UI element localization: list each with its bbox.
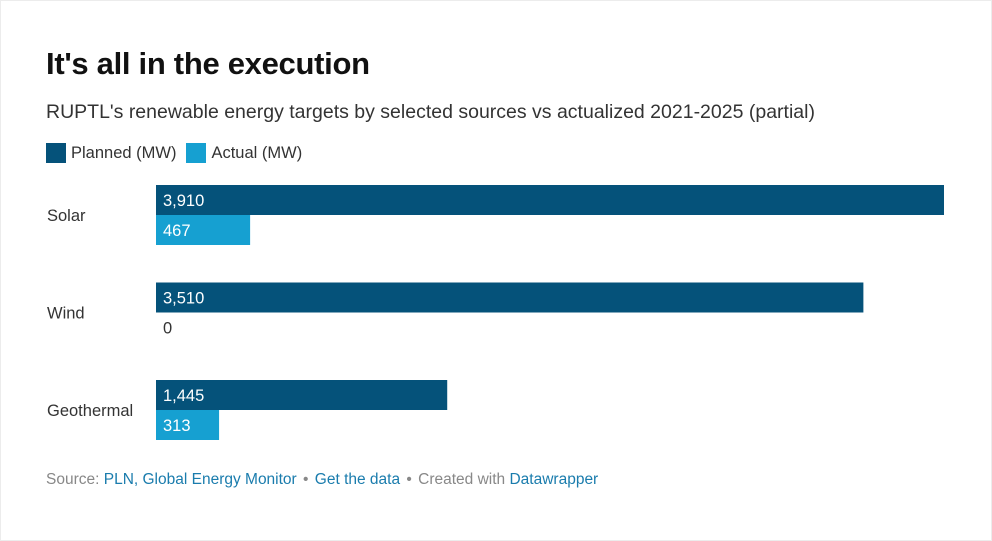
category-label-wind: Wind [47, 305, 85, 323]
chart-subtitle: RUPTL's renewable energy targets by sele… [46, 101, 815, 123]
legend-item-actual: Actual (MW) [186, 143, 302, 163]
get-data-link[interactable]: Get the data [314, 471, 401, 488]
value-label-wind-planned: 3,510 [163, 290, 204, 308]
legend-item-planned: Planned (MW) [46, 143, 176, 163]
bar-solar-actual [156, 215, 251, 245]
bar-solar-planned [156, 185, 944, 215]
footer-separator-1: • [303, 471, 309, 488]
source-prefix: Source: [46, 471, 100, 488]
datawrapper-link[interactable]: Datawrapper [509, 471, 599, 488]
source-link[interactable]: PLN, Global Energy Monitor [103, 471, 297, 488]
value-label-geothermal-planned: 1,445 [163, 387, 204, 405]
value-label-geothermal-actual: 313 [163, 417, 191, 435]
value-label-solar-planned: 3,910 [163, 192, 204, 210]
legend-swatch-actual [186, 143, 207, 163]
bar-wind-planned [156, 282, 864, 313]
legend: Planned (MW) Actual (MW) [46, 143, 312, 163]
footer-separator-2: • [406, 471, 412, 488]
legend-label-planned: Planned (MW) [71, 143, 177, 162]
category-label-solar: Solar [47, 207, 86, 225]
chart-title: It's all in the execution [46, 46, 370, 81]
bar-geothermal-actual [156, 410, 220, 440]
value-label-wind-actual: 0 [163, 320, 172, 338]
chart-footer: Source: PLN, Global Energy Monitor • Get… [46, 471, 598, 489]
created-with-text: Created with [418, 471, 506, 488]
bar-geothermal-planned [156, 380, 448, 410]
category-label-geothermal: Geothermal [47, 402, 133, 420]
legend-swatch-planned [46, 143, 66, 163]
legend-label-actual: Actual (MW) [211, 143, 303, 162]
value-label-solar-actual: 467 [163, 222, 191, 240]
